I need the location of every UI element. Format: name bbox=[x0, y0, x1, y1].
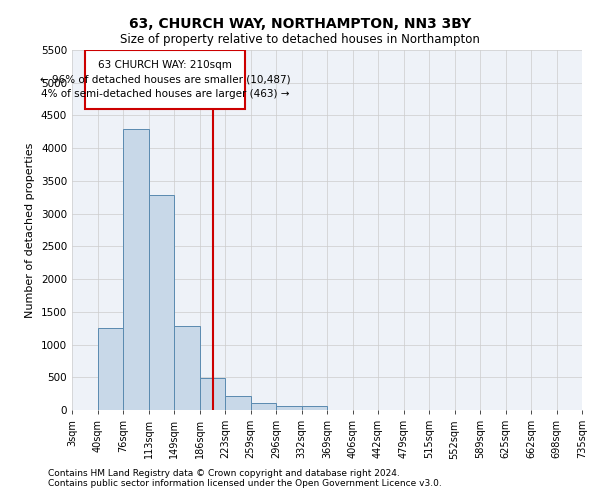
Y-axis label: Number of detached properties: Number of detached properties bbox=[25, 142, 35, 318]
Bar bbox=[123, 128, 149, 410]
Bar bbox=[174, 326, 199, 410]
Bar bbox=[97, 328, 123, 410]
Bar bbox=[225, 396, 251, 410]
Text: Contains HM Land Registry data © Crown copyright and database right 2024.: Contains HM Land Registry data © Crown c… bbox=[48, 468, 400, 477]
Bar bbox=[251, 403, 276, 410]
Text: Size of property relative to detached houses in Northampton: Size of property relative to detached ho… bbox=[120, 32, 480, 46]
Bar bbox=[149, 196, 174, 410]
FancyBboxPatch shape bbox=[85, 50, 245, 109]
Bar bbox=[276, 406, 302, 410]
Bar bbox=[302, 406, 327, 410]
Text: Contains public sector information licensed under the Open Government Licence v3: Contains public sector information licen… bbox=[48, 478, 442, 488]
Text: 63, CHURCH WAY, NORTHAMPTON, NN3 3BY: 63, CHURCH WAY, NORTHAMPTON, NN3 3BY bbox=[129, 18, 471, 32]
Bar bbox=[199, 378, 225, 410]
Text: 63 CHURCH WAY: 210sqm
← 96% of detached houses are smaller (10,487)
4% of semi-d: 63 CHURCH WAY: 210sqm ← 96% of detached … bbox=[40, 60, 290, 100]
